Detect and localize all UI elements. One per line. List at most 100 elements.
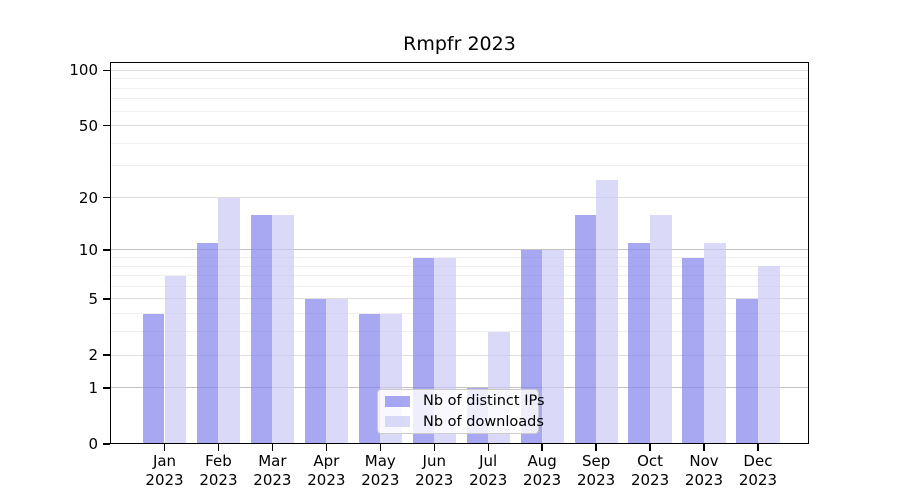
x-tick-feb	[217, 444, 220, 451]
bar-dec-downloads	[757, 266, 780, 444]
bar-jan-downloads	[164, 275, 187, 444]
x-tick-year: 2023	[684, 471, 724, 489]
x-tick-label-may: May 2023	[348, 452, 412, 490]
x-tick-label-jun: Jun 2023	[402, 452, 466, 490]
x-tick-year: 2023	[469, 471, 508, 489]
x-tick-year: 2023	[523, 471, 562, 489]
y-tick-label-0: 0	[88, 435, 98, 453]
gridline-labeled-2	[110, 354, 809, 356]
y-tick-label-2: 2	[88, 346, 98, 365]
x-tick-jul	[487, 444, 489, 451]
gridline-minor-7	[110, 275, 809, 277]
x-tick-label-mar: Mar 2023	[240, 452, 304, 490]
gridline-minor-60	[110, 110, 809, 112]
x-tick-year: 2023	[415, 471, 454, 489]
bar-may-ips	[358, 313, 381, 444]
bar-aug-downloads	[542, 249, 564, 444]
bar-feb-ips	[196, 242, 219, 444]
x-tick-year: 2023	[253, 471, 292, 489]
x-tick-mar	[271, 444, 274, 451]
x-tick-year: 2023	[199, 471, 238, 489]
y-tick-label-1: 1	[88, 378, 98, 397]
x-tick-nov	[703, 444, 705, 451]
bar-oct-downloads	[650, 214, 672, 444]
legend-label-downloads: Nb of downloads	[423, 413, 544, 430]
gridline-minor-40	[110, 142, 809, 144]
legend-item-distinct-ips: Nb of distinct IPs	[385, 391, 545, 411]
bar-mar-downloads	[272, 214, 294, 444]
x-tick-label-jul: Jul 2023	[456, 452, 520, 490]
y-tick-label-5: 5	[88, 289, 98, 308]
gridline-labeled-5	[110, 298, 809, 300]
y-tick-label-20: 20	[78, 188, 98, 207]
gridline-major-10	[110, 249, 809, 251]
x-tick-label-dec: Dec 2023	[726, 452, 790, 490]
gridline-labeled-100	[110, 69, 809, 71]
gridline-minor-4	[110, 313, 809, 315]
x-tick-month: Mar	[258, 452, 287, 470]
legend: Nb of distinct IPs Nb of downloads	[377, 389, 545, 434]
gridline-minor-90	[110, 78, 809, 80]
x-tick-month: Jul	[479, 452, 498, 470]
gridline-minor-80	[110, 87, 809, 89]
x-tick-label-aug: Aug 2023	[510, 452, 574, 490]
gridline-labeled-50	[110, 125, 809, 127]
y-tick-label-100: 100	[69, 61, 98, 80]
x-tick-month: Apr	[313, 452, 340, 470]
chart-title: Rmpfr 2023	[403, 33, 516, 55]
x-tick-year: 2023	[307, 471, 346, 489]
legend-swatch-distinct-ips	[385, 395, 410, 407]
gridline-minor-30	[110, 165, 809, 167]
x-tick-label-sep: Sep 2023	[564, 452, 628, 490]
x-tick-label-apr: Apr 2023	[294, 452, 358, 490]
bar-mar-ips	[250, 214, 273, 444]
y-tick-10	[103, 249, 110, 251]
bar-sep-downloads	[596, 180, 618, 444]
x-tick-jun	[433, 444, 435, 451]
y-tick-100	[103, 69, 110, 72]
bar-apr-ips	[304, 298, 327, 444]
x-tick-year: 2023	[577, 471, 616, 489]
legend-item-downloads: Nb of downloads	[385, 412, 544, 432]
x-tick-dec	[757, 444, 759, 451]
legend-label-distinct-ips: Nb of distinct IPs	[423, 393, 545, 410]
x-tick-label-feb: Feb 2023	[186, 452, 250, 490]
bar-oct-ips	[628, 242, 651, 444]
x-tick-month: Sep	[581, 452, 611, 470]
legend-swatch-downloads	[385, 416, 410, 428]
x-tick-label-nov: Nov 2023	[672, 452, 736, 490]
bar-nov-downloads	[704, 242, 726, 444]
bar-jan-ips	[142, 313, 165, 444]
gridline-minor-70	[110, 98, 809, 100]
gridline-major-1	[110, 387, 809, 389]
y-tick-0	[103, 443, 110, 445]
y-tick-label-10: 10	[78, 240, 98, 259]
x-tick-month: May	[364, 452, 396, 470]
x-tick-may	[379, 444, 381, 451]
gridline-minor-6	[110, 285, 809, 287]
x-tick-year: 2023	[145, 471, 184, 489]
x-tick-apr	[325, 444, 328, 451]
y-tick-2	[103, 354, 110, 356]
x-tick-sep	[595, 444, 597, 451]
x-tick-month: Nov	[689, 452, 719, 470]
x-tick-year: 2023	[361, 471, 400, 489]
x-tick-aug	[541, 444, 543, 451]
bar-sep-ips	[574, 214, 597, 444]
y-tick-5	[103, 298, 110, 300]
x-tick-year: 2023	[738, 471, 778, 489]
gridline-minor-9	[110, 257, 809, 259]
x-tick-month: Oct	[637, 452, 664, 470]
gridline-labeled-20	[110, 197, 809, 199]
x-tick-oct	[649, 444, 651, 451]
bar-nov-ips	[682, 257, 704, 444]
x-tick-month: Dec	[743, 452, 773, 470]
y-tick-1	[103, 387, 110, 389]
x-tick-label-jan: Jan 2023	[133, 452, 197, 490]
gridline-minor-3	[110, 331, 809, 333]
x-tick-month: Jun	[422, 452, 446, 470]
x-tick-jan	[163, 444, 166, 451]
bar-feb-downloads	[218, 197, 241, 444]
x-tick-year: 2023	[630, 471, 670, 489]
x-tick-month: Aug	[527, 452, 557, 470]
